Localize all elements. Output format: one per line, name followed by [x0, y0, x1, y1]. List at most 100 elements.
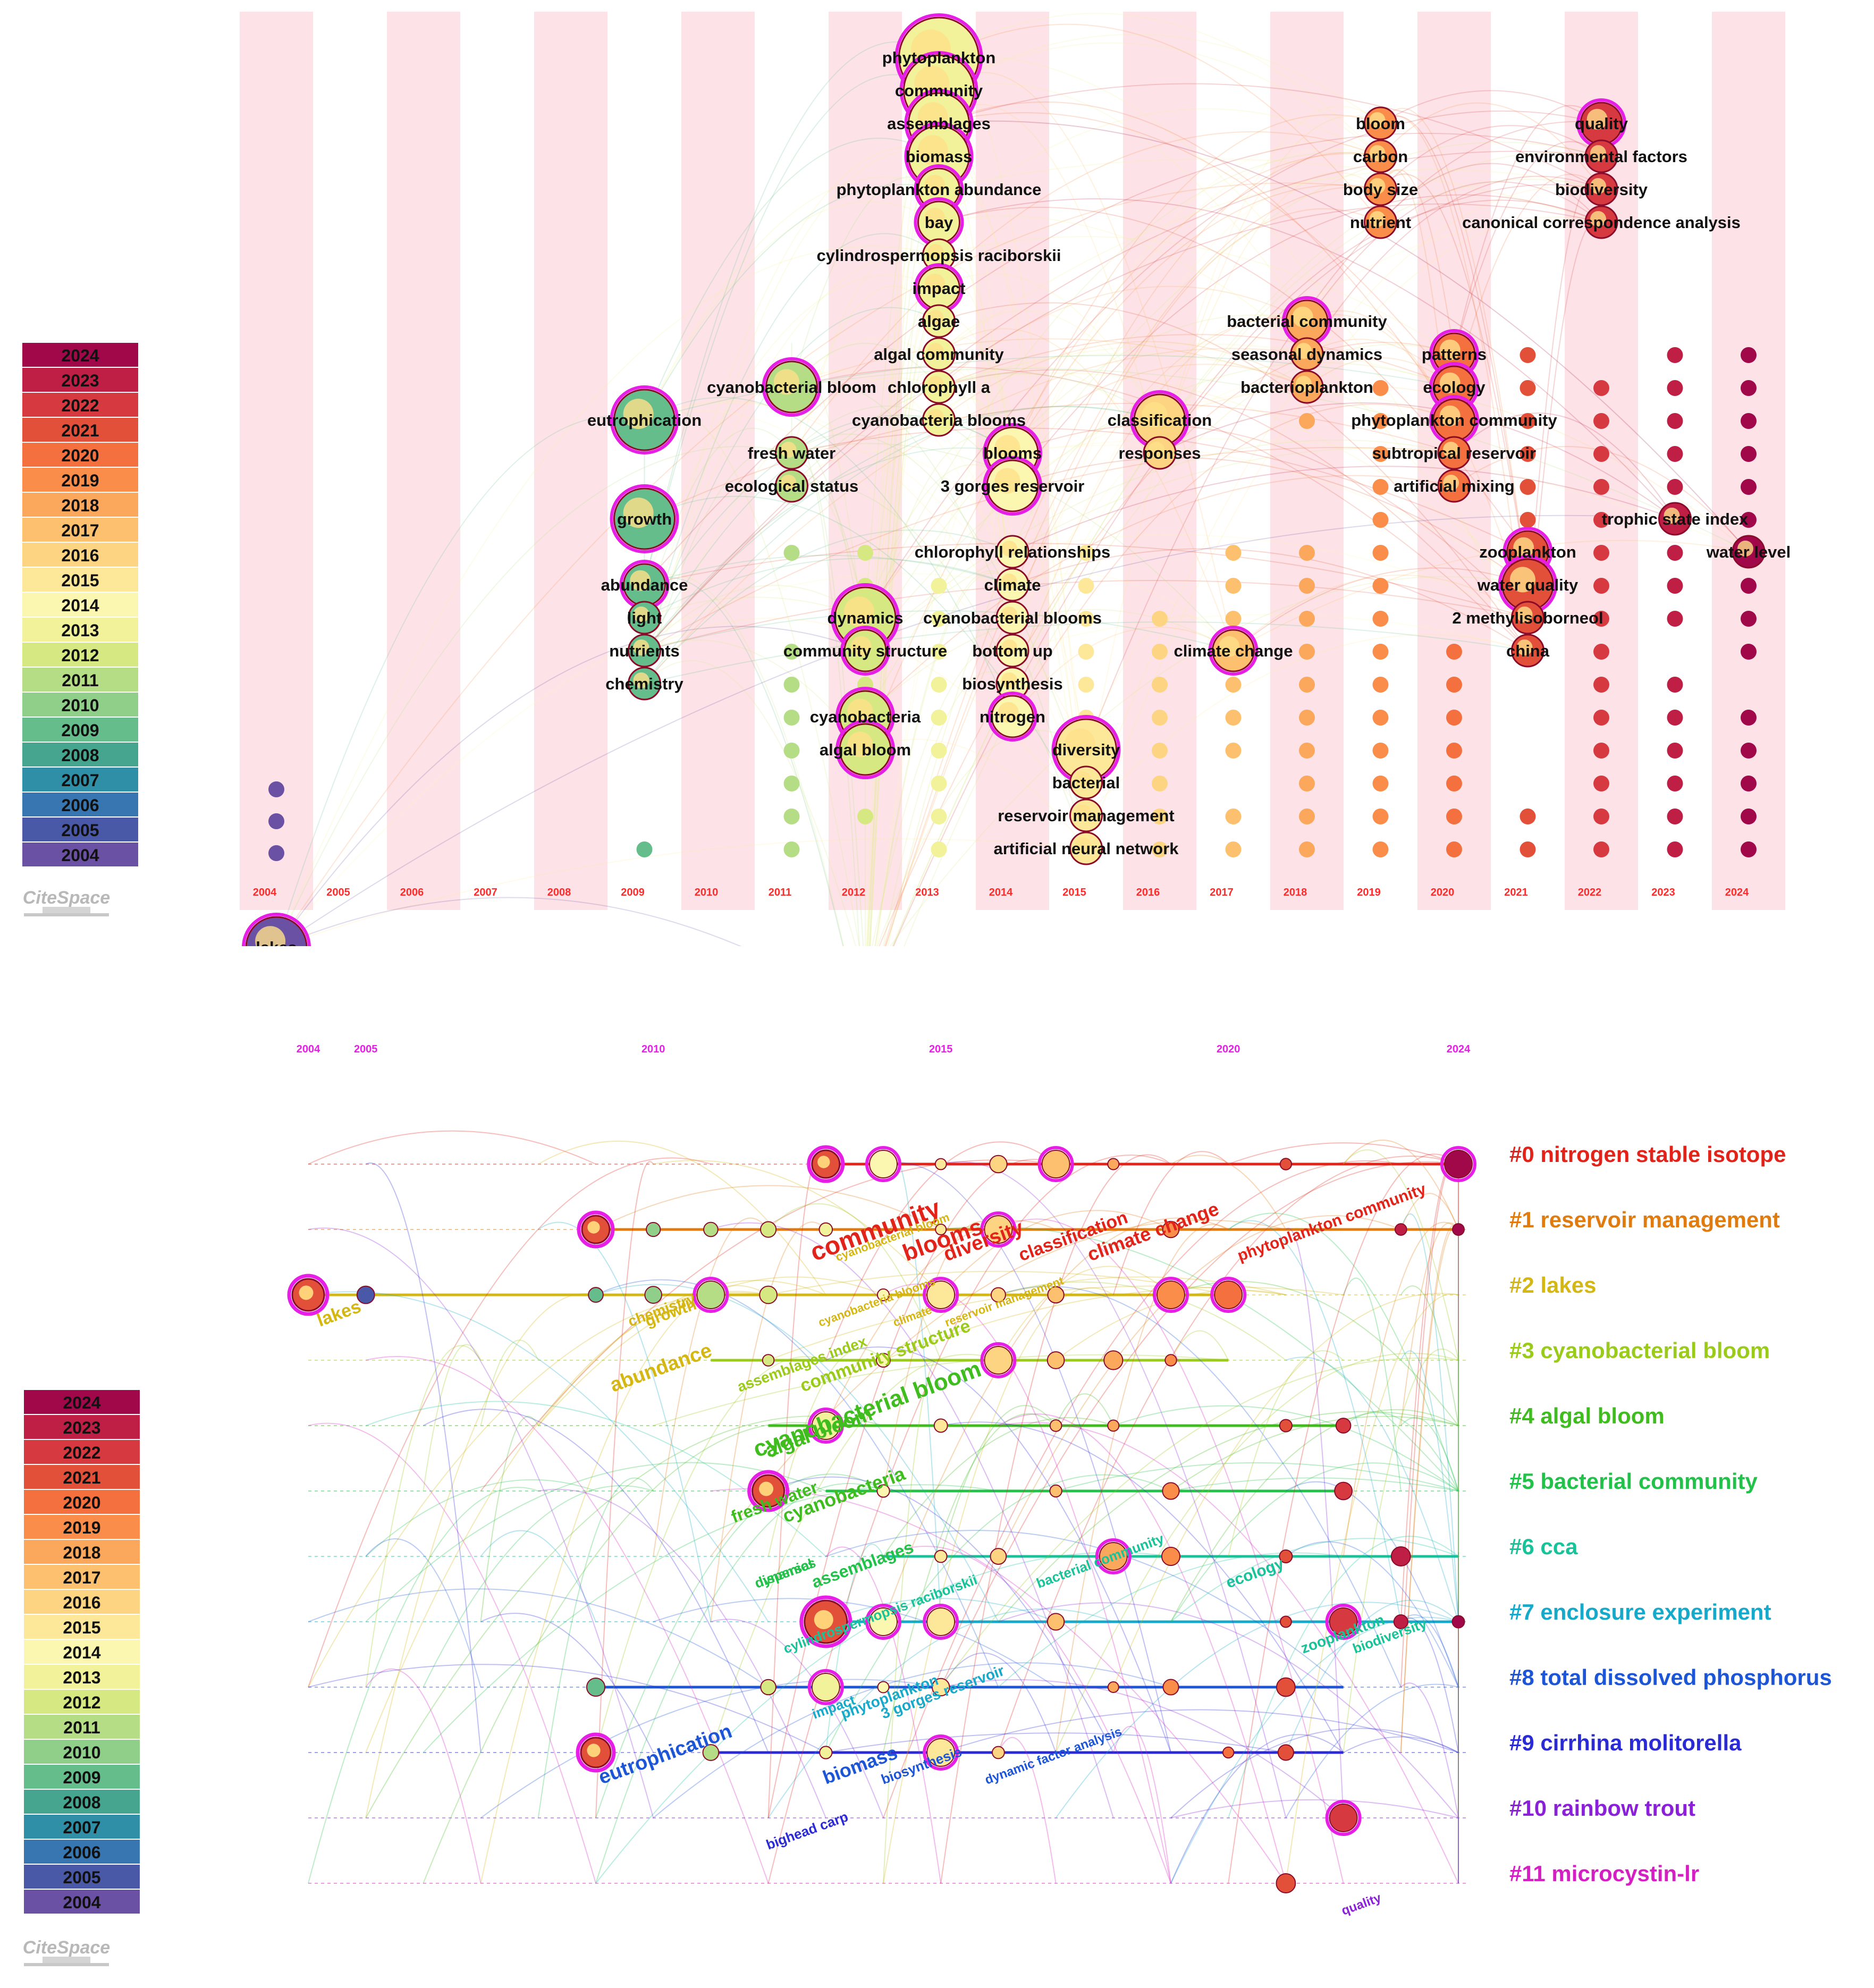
- link: [939, 23, 1381, 223]
- keyword-label: trophic state index: [1602, 510, 1749, 528]
- timeline-arc: [768, 1270, 1229, 1295]
- minor-node-2022: [1593, 677, 1609, 693]
- timeline-arc: [940, 1709, 1459, 1753]
- timeline-arc: [480, 1679, 941, 1818]
- link: [938, 328, 1234, 651]
- legend-bottom-swatch-2013: [24, 1665, 140, 1689]
- link: [644, 529, 1013, 684]
- legend-top-swatch-2023: [22, 368, 138, 392]
- timeline-node: [1107, 1158, 1120, 1170]
- timeline-node: [869, 1607, 898, 1636]
- minor-node-2018: [1299, 578, 1315, 594]
- timeline-arc: [825, 1598, 1056, 1622]
- minor-node-2024: [1741, 743, 1757, 759]
- timezone-year-2013: 2013: [915, 887, 939, 898]
- legend-top-year-2021: 2021: [61, 421, 99, 440]
- timeline-node: [759, 1285, 778, 1304]
- keyword-label: water quality: [1477, 576, 1578, 594]
- minor-node-2011: [783, 677, 800, 693]
- timeline-node: [1162, 1482, 1180, 1500]
- minor-node-2022: [1593, 841, 1609, 857]
- minor-node-2022: [1593, 808, 1609, 824]
- link: [1380, 163, 1602, 223]
- timeline-node: [1162, 1220, 1180, 1239]
- keyword-label: bottom up: [972, 642, 1053, 660]
- minor-node-2012: [857, 808, 873, 824]
- timeline-arc: [1170, 1416, 1459, 1492]
- minor-node-2019: [1372, 380, 1389, 396]
- link: [644, 274, 939, 585]
- timeline-arc: [653, 1217, 769, 1557]
- timeline-arc: [653, 1662, 1171, 1818]
- timeline-burst-ring: [799, 1595, 852, 1648]
- link: [644, 554, 1013, 585]
- minor-node-2012: [857, 545, 873, 561]
- minor-node-2018: [1299, 841, 1315, 857]
- link: [644, 147, 939, 651]
- timeline-node-core: [814, 1610, 833, 1629]
- link: [939, 343, 1455, 388]
- burst-ring: [610, 484, 679, 553]
- timeline-arc: [538, 1141, 826, 1295]
- link: [1012, 208, 1381, 618]
- minor-node-2017: [1225, 743, 1242, 759]
- legend-bottom-year-2024: 2024: [63, 1393, 100, 1412]
- minor-node-2023: [1667, 380, 1683, 396]
- stripe-2008: [534, 12, 607, 910]
- link: [1380, 125, 1602, 190]
- keyword-label: seasonal dynamics: [1231, 345, 1382, 364]
- minor-node-2013: [931, 710, 947, 726]
- keyword-label: chemistry: [605, 675, 683, 693]
- minor-node-2023: [1667, 578, 1683, 594]
- timeline-arc: [1285, 1599, 1459, 1753]
- minor-node-2011: [783, 808, 800, 824]
- legend-bottom-swatch-2005: [24, 1865, 140, 1889]
- timeline-node: [1452, 1223, 1465, 1236]
- keyword-node-core: [1664, 508, 1680, 524]
- timeline-node: [876, 1353, 891, 1368]
- timeline-burst-ring: [693, 1277, 729, 1313]
- link: [1012, 572, 1234, 651]
- legend-bottom-year-2014: 2014: [63, 1643, 100, 1662]
- timeline-node: [1107, 1681, 1119, 1694]
- keyword-node-core: [780, 475, 797, 491]
- keyword-label: nutrient: [1350, 213, 1411, 232]
- timeline-arc: [883, 1286, 1344, 1361]
- stripe-2018: [1270, 12, 1344, 910]
- legend-top-swatch-2006: [22, 793, 138, 816]
- minor-node-2015: [1078, 578, 1094, 594]
- keyword-nodes: [242, 13, 1766, 946]
- cluster-lanes: [308, 1163, 1467, 1884]
- timeline-burst-ring: [865, 1604, 901, 1640]
- minor-node-2019: [1372, 512, 1389, 528]
- timeline-arc: [940, 1405, 1057, 1557]
- keyword-label: body size: [1343, 180, 1418, 199]
- minor-node-2021: [1520, 479, 1536, 495]
- keyword-label: light: [627, 609, 662, 627]
- timezone-year-2022: 2022: [1578, 887, 1602, 898]
- timeline-arc: [1285, 1481, 1459, 1688]
- minor-node-2024: [1741, 776, 1757, 791]
- link: [1012, 534, 1528, 618]
- link: [1012, 141, 1381, 486]
- minor-node-2013: [931, 677, 947, 693]
- keyword-label: eutrophication: [587, 411, 702, 429]
- timeline-node: [818, 1222, 833, 1237]
- link: [276, 182, 1381, 946]
- link: [644, 449, 792, 684]
- link: [904, 344, 1455, 946]
- minor-node-2013: [931, 776, 947, 791]
- timeline-arc: [825, 1474, 1171, 1753]
- keyword-label: impact: [913, 279, 966, 298]
- timezone-year-2010: 2010: [695, 887, 719, 898]
- timeline-arc: [883, 1220, 999, 1492]
- link: [276, 626, 866, 946]
- timeline-node: [356, 1285, 375, 1304]
- minor-node-2016: [1152, 776, 1168, 791]
- year-color-legend-top: 2024 2023 2022 2021 2020 2019 2018 2017 2016 2015…: [22, 343, 138, 866]
- year-color-legend-bottom: 2024 2023 2022 2021 2020 2019 2018 2017 2016 2015…: [24, 1390, 140, 1914]
- minor-node-2022: [1593, 743, 1609, 759]
- timeline-arc: [883, 1160, 1401, 1818]
- minor-node-2016: [1152, 743, 1168, 759]
- link: [644, 397, 1013, 717]
